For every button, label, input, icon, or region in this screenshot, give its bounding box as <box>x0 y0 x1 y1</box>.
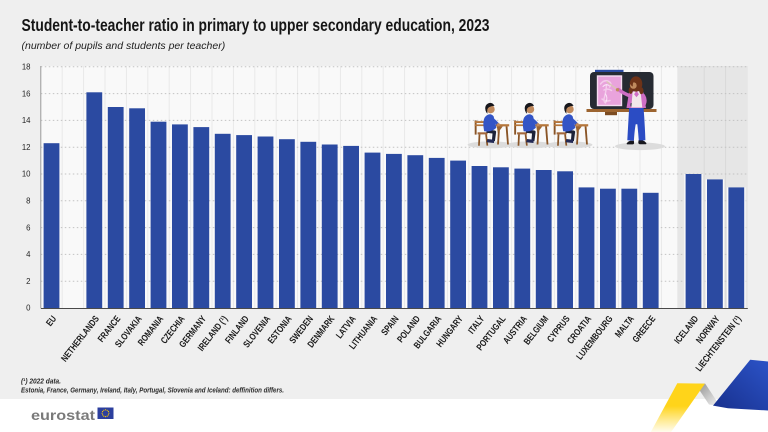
svg-text:0: 0 <box>26 304 31 313</box>
svg-text:(¹) 2022 data.: (¹) 2022 data. <box>21 376 61 385</box>
svg-text:10: 10 <box>22 170 31 179</box>
svg-text:18: 18 <box>22 63 31 72</box>
svg-text:16: 16 <box>22 89 31 98</box>
svg-text:4: 4 <box>26 250 31 259</box>
svg-text:2: 2 <box>26 277 30 286</box>
svg-text:14: 14 <box>22 116 31 125</box>
svg-text:12: 12 <box>22 143 31 152</box>
svg-text:8: 8 <box>26 197 30 206</box>
svg-text:6: 6 <box>26 223 30 232</box>
svg-text:Student-to-teacher ratio in pr: Student-to-teacher ratio in primary to u… <box>22 15 490 35</box>
svg-text:Estonia, France, Germany, Irel: Estonia, France, Germany, Ireland, Italy… <box>21 385 284 394</box>
svg-text:eurostat: eurostat <box>31 408 95 424</box>
svg-text:(number of pupils and students: (number of pupils and students per teach… <box>22 40 226 52</box>
